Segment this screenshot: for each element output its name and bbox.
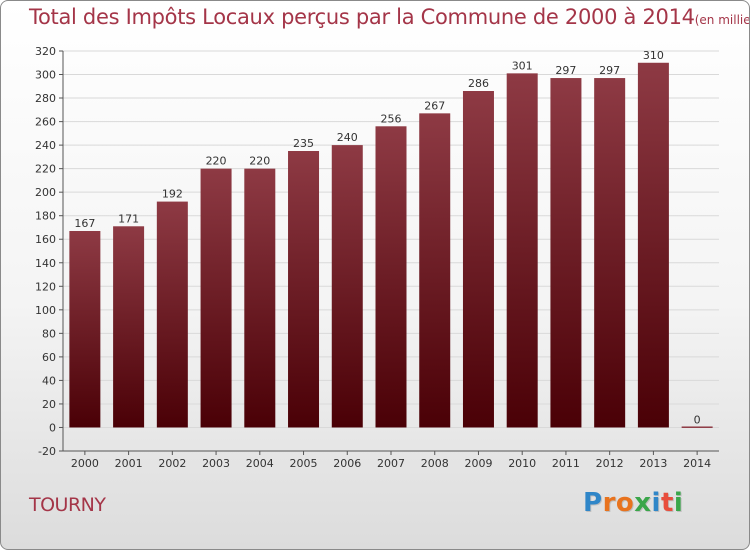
x-tick-label: 2013 <box>639 457 667 470</box>
commune-name: TOURNY <box>29 494 106 516</box>
x-tick-label: 2008 <box>421 457 449 470</box>
x-tick-label: 2006 <box>333 457 361 470</box>
data-labels: 167 171 192 220 220 235 240 256 267 286 301 297 297 3… <box>74 49 700 427</box>
bar-2005[interactable] <box>288 151 320 428</box>
y-tick-label: 160 <box>35 233 56 246</box>
logo-letter: r <box>602 488 616 518</box>
x-tick-label: 2010 <box>508 457 536 470</box>
bars <box>69 62 713 428</box>
chart-title-main: Total des Impôts Locaux perçus par la Co… <box>29 5 695 29</box>
y-tick-label: 260 <box>35 116 56 129</box>
y-tick-label: 240 <box>35 139 56 152</box>
y-tick-label: 300 <box>35 69 56 82</box>
bar-2011[interactable] <box>550 78 582 428</box>
x-tick-label: 2014 <box>683 457 711 470</box>
axes: -20 0 20 40 60 80 100 120 140 160 180 200 220 240 260 2… <box>35 45 719 470</box>
y-tick-label: 280 <box>35 92 56 105</box>
bar-2010[interactable] <box>506 73 538 428</box>
data-label-2012: 297 <box>599 64 620 77</box>
data-label-2002: 192 <box>162 188 183 201</box>
bar-2012[interactable] <box>594 78 626 428</box>
bar-2014[interactable] <box>681 426 713 428</box>
y-tick-label: 320 <box>35 45 56 58</box>
data-label-2008: 267 <box>424 99 445 112</box>
logo-letter: x <box>634 488 652 518</box>
data-label-2009: 286 <box>468 77 489 90</box>
bar-2003[interactable] <box>200 168 232 428</box>
proxiti-logo[interactable]: Proxiti <box>583 488 683 518</box>
data-label-2004: 220 <box>249 155 270 168</box>
x-tick-label: 2011 <box>552 457 580 470</box>
bar-2008[interactable] <box>419 113 451 428</box>
y-tick-label: 0 <box>49 421 56 434</box>
data-label-2000: 167 <box>74 217 95 230</box>
y-tick-label: 20 <box>42 398 56 411</box>
y-tick-label: 40 <box>42 374 56 387</box>
data-label-2010: 301 <box>512 59 533 72</box>
data-label-2007: 256 <box>381 112 402 125</box>
bar-2007[interactable] <box>375 126 407 428</box>
y-tick-label: 200 <box>35 186 56 199</box>
x-tick-label: 2002 <box>158 457 186 470</box>
y-tick-label: -20 <box>38 445 56 458</box>
logo-letter: P <box>583 488 603 518</box>
logo-letter: t <box>660 488 674 518</box>
logo-letter: o <box>615 488 635 518</box>
bar-2002[interactable] <box>156 201 188 428</box>
bar-2006[interactable] <box>331 145 363 428</box>
y-tick-label: 100 <box>35 304 56 317</box>
y-tick-label: 60 <box>42 351 56 364</box>
chart-title: Total des Impôts Locaux perçus par la Co… <box>29 5 750 29</box>
data-label-2001: 171 <box>118 212 139 225</box>
bar-2013[interactable] <box>637 62 669 428</box>
x-tick-label: 2012 <box>596 457 624 470</box>
chart-title-unit: (en milliers d'€) <box>694 13 750 27</box>
y-tick-label: 80 <box>42 327 56 340</box>
y-tick-label: 120 <box>35 280 56 293</box>
logo-letter: i <box>651 488 661 518</box>
bar-2004[interactable] <box>244 168 276 428</box>
x-tick-label: 2007 <box>377 457 405 470</box>
y-tick-label: 180 <box>35 210 56 223</box>
bar-2000[interactable] <box>69 231 101 428</box>
data-label-2011: 297 <box>555 64 576 77</box>
x-tick-label: 2001 <box>115 457 143 470</box>
y-tick-label: 140 <box>35 257 56 270</box>
x-tick-label: 2003 <box>202 457 230 470</box>
data-label-2014: 0 <box>694 413 701 426</box>
x-tick-label: 2005 <box>290 457 318 470</box>
x-tick-label: 2009 <box>464 457 492 470</box>
data-label-2005: 235 <box>293 137 314 150</box>
data-label-2003: 220 <box>206 155 227 168</box>
data-label-2013: 310 <box>643 49 664 62</box>
bar-2009[interactable] <box>462 91 494 428</box>
logo-letter: i <box>673 488 684 518</box>
data-label-2006: 240 <box>337 131 358 144</box>
x-tick-label: 2004 <box>246 457 274 470</box>
y-tick-label: 220 <box>35 163 56 176</box>
bar-2001[interactable] <box>113 226 145 428</box>
x-tick-label: 2000 <box>71 457 99 470</box>
